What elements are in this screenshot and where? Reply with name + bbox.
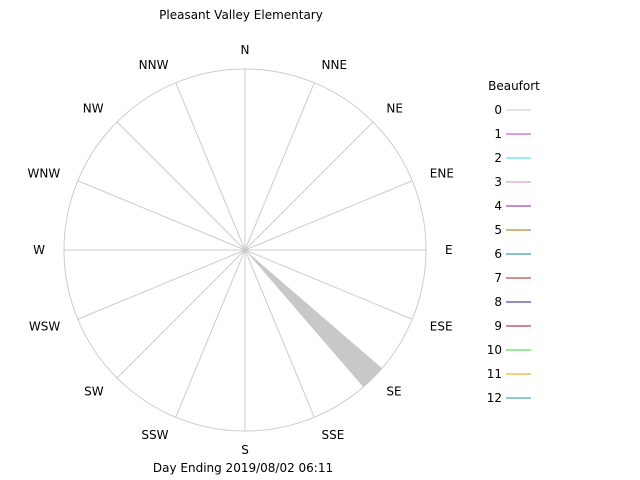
legend-label-0: 0 [494, 103, 502, 117]
direction-label-nne: NNE [322, 58, 348, 72]
direction-label-sw: SW [84, 384, 104, 398]
legend-label-1: 1 [494, 127, 502, 141]
direction-label-nnw: NNW [139, 58, 169, 72]
legend-label-12: 12 [487, 391, 502, 405]
legend-label-4: 4 [494, 199, 502, 213]
legend-label-9: 9 [494, 319, 502, 333]
legend-label-10: 10 [487, 343, 502, 357]
legend-title: Beaufort [488, 79, 540, 93]
direction-label-se: SE [386, 384, 401, 398]
direction-label-nw: NW [83, 102, 104, 116]
legend-label-3: 3 [494, 175, 502, 189]
spoke-nne [244, 82, 315, 251]
spoke-ene [244, 180, 413, 251]
spoke-ssw [175, 249, 246, 418]
direction-labels: N NNE NE ENE E ESE SE SSE S SSW SW WSW W WNW NW NNW [28, 43, 454, 457]
chart-title: Pleasant Valley Elementary [159, 8, 323, 22]
rose-petals [245, 250, 383, 388]
spoke-nw [116, 121, 246, 251]
direction-label-ne: NE [386, 102, 403, 116]
direction-label-ssw: SSW [141, 428, 168, 442]
legend-label-2: 2 [494, 151, 502, 165]
direction-label-wsw: WSW [29, 320, 60, 334]
spoke-wsw [77, 249, 246, 320]
legend-label-8: 8 [494, 295, 502, 309]
spoke-wnw [77, 180, 246, 251]
direction-label-sse: SSE [322, 428, 345, 442]
direction-label-s: S [241, 443, 249, 457]
direction-label-ene: ENE [430, 166, 454, 180]
spoke-sse [244, 249, 315, 418]
legend-label-5: 5 [494, 223, 502, 237]
legend-label-7: 7 [494, 271, 502, 285]
direction-label-wnw: WNW [28, 166, 61, 180]
direction-label-n: N [241, 43, 250, 57]
spoke-ese [244, 249, 413, 320]
legend-label-11: 11 [487, 367, 502, 381]
spoke-ne [244, 121, 374, 251]
spoke-sw [116, 249, 246, 379]
rose-grid [63, 68, 427, 432]
direction-label-w: W [33, 243, 45, 257]
spoke-nnw [175, 82, 246, 251]
legend-label-6: 6 [494, 247, 502, 261]
petal-se [245, 250, 383, 388]
direction-label-ese: ESE [430, 320, 453, 334]
chart-footer: Day Ending 2019/08/02 06:11 [153, 461, 333, 475]
direction-label-e: E [445, 243, 453, 257]
